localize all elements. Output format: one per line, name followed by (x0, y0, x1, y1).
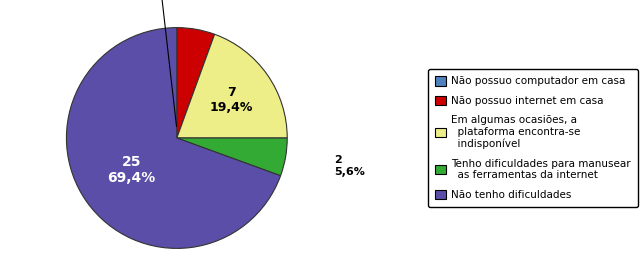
Text: 7
19,4%: 7 19,4% (210, 86, 253, 114)
Text: 0
0,0%: 0 0,0% (145, 0, 177, 126)
Text: 2
5,6%: 2 5,6% (334, 155, 365, 177)
Text: 25
69,4%: 25 69,4% (107, 155, 156, 185)
Wedge shape (66, 28, 280, 248)
Wedge shape (177, 28, 215, 138)
Legend: Não possuo computador em casa, Não possuo internet em casa, Em algumas ocasiões,: Não possuo computador em casa, Não possu… (428, 69, 638, 207)
Wedge shape (177, 34, 287, 138)
Wedge shape (177, 138, 287, 176)
